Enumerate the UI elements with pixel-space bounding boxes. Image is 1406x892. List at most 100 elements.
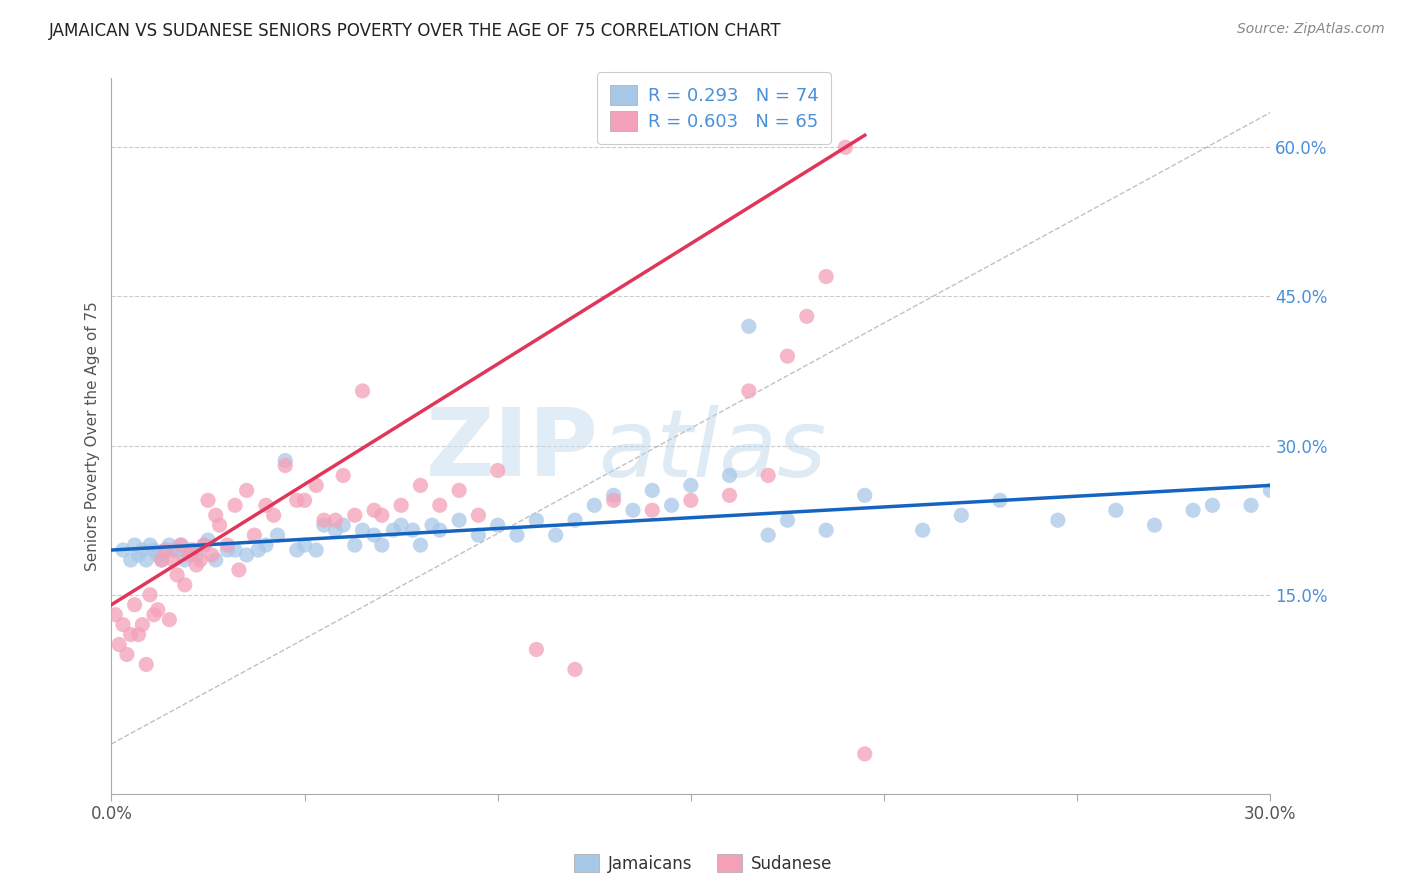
Point xyxy=(181,543,204,558)
Point xyxy=(115,648,138,662)
Point xyxy=(127,627,149,641)
Point xyxy=(124,598,146,612)
Point xyxy=(104,607,127,622)
Point xyxy=(382,523,405,537)
Point xyxy=(486,463,509,477)
Point xyxy=(186,558,208,572)
Point xyxy=(641,483,664,498)
Point xyxy=(139,538,162,552)
Point xyxy=(204,508,226,523)
Point xyxy=(312,518,335,533)
Point xyxy=(177,548,200,562)
Point xyxy=(429,523,451,537)
Point xyxy=(294,493,316,508)
Point xyxy=(467,508,489,523)
Point xyxy=(718,468,741,483)
Point xyxy=(1105,503,1128,517)
Point xyxy=(389,498,412,512)
Text: atlas: atlas xyxy=(598,404,827,495)
Point xyxy=(305,478,328,492)
Point xyxy=(343,538,366,552)
Point xyxy=(988,493,1011,508)
Point xyxy=(170,538,193,552)
Point xyxy=(235,548,257,562)
Point xyxy=(139,588,162,602)
Point xyxy=(661,498,683,512)
Point xyxy=(343,508,366,523)
Point xyxy=(506,528,529,542)
Point xyxy=(486,518,509,533)
Point xyxy=(641,503,664,517)
Point xyxy=(911,523,934,537)
Point xyxy=(756,468,779,483)
Point xyxy=(853,747,876,761)
Point xyxy=(177,543,200,558)
Point xyxy=(796,310,818,324)
Point xyxy=(247,543,270,558)
Point xyxy=(352,523,374,537)
Point xyxy=(266,528,288,542)
Point xyxy=(738,319,761,334)
Point xyxy=(217,538,239,552)
Point xyxy=(853,488,876,502)
Point xyxy=(776,513,799,527)
Point xyxy=(524,513,547,527)
Point xyxy=(135,553,157,567)
Point xyxy=(332,518,354,533)
Point xyxy=(193,538,215,552)
Point xyxy=(602,488,624,502)
Point xyxy=(217,543,239,558)
Point xyxy=(815,523,838,537)
Point xyxy=(197,493,219,508)
Point xyxy=(409,478,432,492)
Point xyxy=(756,528,779,542)
Point xyxy=(363,528,385,542)
Point xyxy=(162,553,184,567)
Point xyxy=(1260,483,1282,498)
Point xyxy=(1240,498,1263,512)
Point xyxy=(150,553,173,567)
Point xyxy=(371,538,394,552)
Point xyxy=(208,518,231,533)
Point xyxy=(181,543,204,558)
Point xyxy=(263,508,285,523)
Point xyxy=(602,493,624,508)
Point xyxy=(124,538,146,552)
Point xyxy=(332,468,354,483)
Point xyxy=(127,548,149,562)
Point xyxy=(718,488,741,502)
Point xyxy=(467,528,489,542)
Text: ZIP: ZIP xyxy=(425,404,598,496)
Point xyxy=(621,503,644,517)
Point xyxy=(120,553,142,567)
Point xyxy=(224,543,246,558)
Y-axis label: Seniors Poverty Over the Age of 75: Seniors Poverty Over the Age of 75 xyxy=(86,301,100,571)
Point xyxy=(815,269,838,284)
Point xyxy=(193,538,215,552)
Point xyxy=(583,498,606,512)
Point xyxy=(834,140,856,154)
Point xyxy=(402,523,425,537)
Point xyxy=(1143,518,1166,533)
Legend: R = 0.293   N = 74, R = 0.603   N = 65: R = 0.293 N = 74, R = 0.603 N = 65 xyxy=(598,72,831,144)
Text: JAMAICAN VS SUDANESE SENIORS POVERTY OVER THE AGE OF 75 CORRELATION CHART: JAMAICAN VS SUDANESE SENIORS POVERTY OVE… xyxy=(49,22,782,40)
Point xyxy=(679,493,702,508)
Point xyxy=(254,498,277,512)
Point xyxy=(228,563,250,577)
Point xyxy=(224,498,246,512)
Point xyxy=(429,498,451,512)
Point xyxy=(197,533,219,547)
Point xyxy=(131,543,153,558)
Point xyxy=(131,617,153,632)
Point xyxy=(142,607,165,622)
Point xyxy=(146,548,169,562)
Point xyxy=(285,493,308,508)
Point xyxy=(544,528,567,542)
Text: Source: ZipAtlas.com: Source: ZipAtlas.com xyxy=(1237,22,1385,37)
Point xyxy=(738,384,761,398)
Point xyxy=(449,483,471,498)
Point xyxy=(166,543,188,558)
Point xyxy=(679,478,702,492)
Point xyxy=(108,638,131,652)
Point xyxy=(201,548,224,562)
